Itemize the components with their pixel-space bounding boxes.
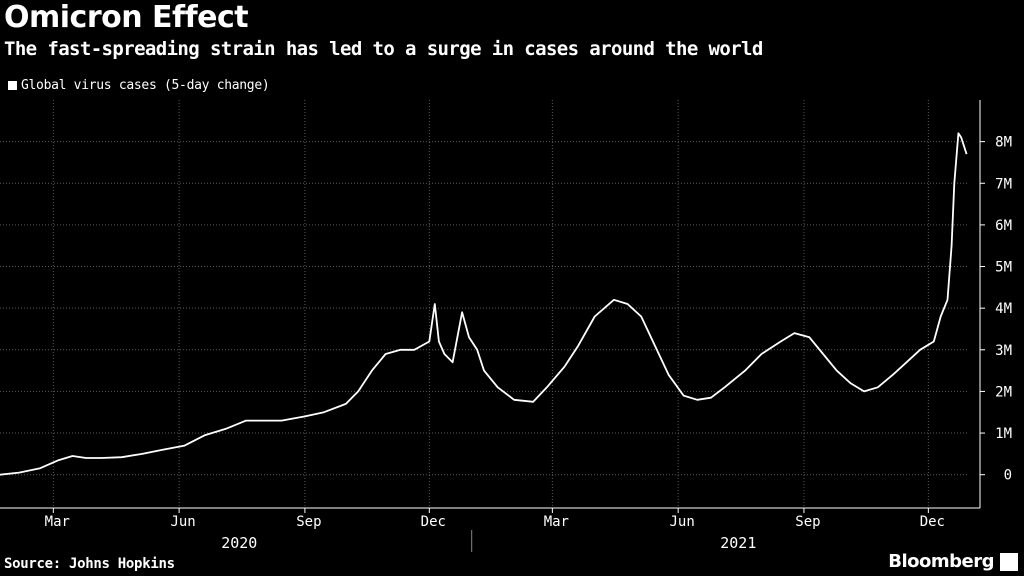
y-tick-label: 4M — [995, 301, 1012, 317]
x-tick-label: Dec — [421, 514, 446, 530]
legend-label: Global virus cases (5-day change) — [21, 78, 270, 93]
x-tick-label: Sep — [795, 514, 820, 530]
source-note: Source: Johns Hopkins — [4, 556, 175, 572]
chart-title: Omicron Effect — [4, 0, 249, 35]
legend-swatch — [8, 81, 17, 90]
y-tick-label: 7M — [995, 176, 1012, 192]
year-label: 2020 — [221, 534, 257, 552]
x-tick-label: Jun — [170, 514, 195, 530]
y-tick-label: 3M — [995, 343, 1012, 359]
x-tick-label: Mar — [544, 514, 569, 530]
x-tick-label: Dec — [920, 514, 945, 530]
brand-logo: Bloomberg — [888, 551, 994, 572]
x-tick-label: Jun — [669, 514, 694, 530]
year-label: 2021 — [720, 534, 756, 552]
series-line — [0, 132, 968, 476]
brand-mark-icon — [1000, 553, 1018, 571]
y-tick-label: 6M — [995, 218, 1012, 234]
y-tick-label: 5M — [995, 260, 1012, 276]
x-tick-label: Sep — [296, 514, 321, 530]
y-tick-label: 0 — [1004, 468, 1012, 484]
x-tick-label: Mar — [45, 514, 70, 530]
y-tick-label: 2M — [995, 384, 1012, 400]
legend: Global virus cases (5-day change) — [8, 78, 270, 93]
y-tick-label: 8M — [995, 135, 1012, 151]
chart-subtitle: The fast-spreading strain has led to a s… — [4, 38, 763, 60]
y-tick-label: 1M — [995, 426, 1012, 442]
